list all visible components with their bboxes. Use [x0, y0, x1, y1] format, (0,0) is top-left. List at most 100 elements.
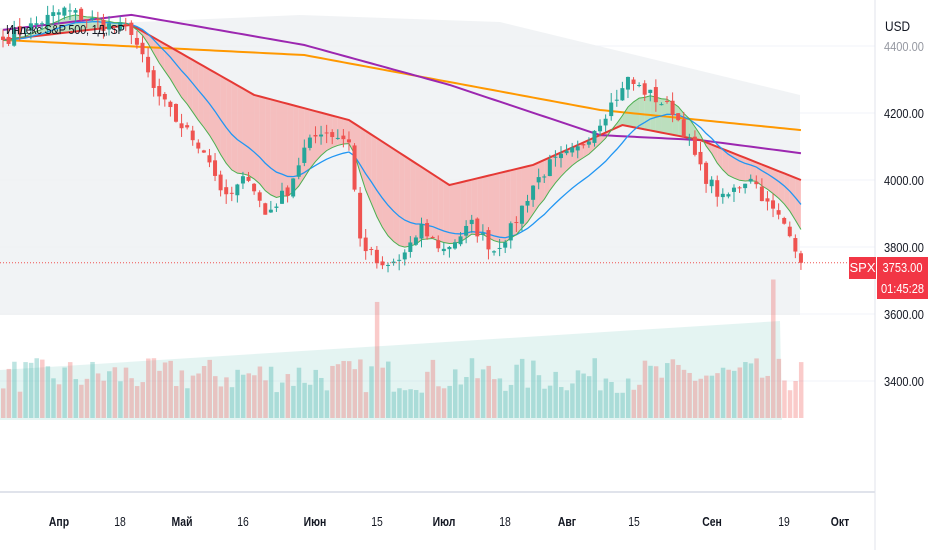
volume-bar: [307, 384, 313, 418]
candle-body: [743, 183, 748, 189]
candle-body: [23, 33, 28, 35]
candle-body: [358, 192, 363, 239]
volume-bar: [380, 367, 385, 418]
candle-body: [553, 156, 558, 158]
volume-bar: [28, 362, 34, 418]
candle-body: [84, 19, 89, 21]
volume-bar: [369, 366, 374, 418]
volume-bar: [704, 375, 709, 418]
ribbon-fill: [482, 175, 489, 238]
volume-bar: [6, 368, 12, 418]
volume-bar: [363, 392, 369, 418]
volume-bar: [492, 379, 497, 418]
volume-bar: [90, 361, 95, 418]
candle-body: [28, 23, 33, 31]
volume-bar: [570, 383, 575, 418]
candle-body: [402, 252, 407, 260]
volume-bar: [330, 365, 335, 418]
volume-bar: [95, 373, 101, 418]
ema-fast-line: [2, 14, 802, 248]
candle-body: [380, 261, 385, 266]
candle-body: [268, 209, 273, 213]
volume-bar: [213, 376, 218, 418]
candle-body: [480, 233, 485, 235]
volume-bar: [447, 385, 452, 418]
x-tick-label: Авг: [557, 514, 576, 529]
volume-bar: [157, 370, 162, 418]
ribbon-fill: [706, 142, 712, 154]
candle-body: [252, 183, 257, 192]
candle-body: [603, 118, 608, 126]
candle-body: [56, 12, 61, 15]
volume-bar: [452, 369, 458, 418]
volume-bar: [118, 381, 123, 418]
x-tick-label: Июл: [432, 514, 456, 529]
candle-body: [625, 76, 630, 90]
candle-body: [709, 179, 714, 187]
candle-body: [307, 137, 312, 148]
volume-bar: [787, 390, 793, 418]
ribbon-fill: [784, 173, 790, 212]
candle-body: [436, 240, 441, 249]
volume-bar: [698, 378, 703, 418]
candle-body: [715, 180, 720, 197]
candle-body: [419, 224, 424, 239]
ribbon-fill: [778, 171, 785, 204]
ribbon-fill: [58, 17, 65, 34]
candle-body: [190, 130, 195, 141]
volume-bar: [67, 362, 73, 418]
volume-bar: [1, 388, 6, 418]
ribbon-fill: [371, 134, 377, 217]
candle-body: [235, 184, 240, 196]
candle-body: [1, 36, 5, 40]
volume-bar: [346, 361, 352, 418]
currency-label[interactable]: USD: [885, 18, 911, 34]
ribbon-fill: [516, 167, 522, 235]
volume-bar: [581, 373, 586, 418]
volume-bar: [413, 390, 419, 418]
candle-body: [319, 134, 324, 137]
volume-bar: [692, 380, 698, 418]
ribbon-fill: [728, 151, 734, 179]
volume-bar: [609, 381, 614, 418]
ribbon-fill: [231, 82, 238, 174]
volume-bar: [793, 381, 798, 418]
ribbon-fill: [510, 168, 517, 239]
candle-body: [129, 22, 134, 35]
candle-body: [503, 242, 508, 248]
ribbon-fill: [773, 168, 779, 199]
ribbon-fill: [421, 166, 428, 240]
candle-body: [793, 238, 798, 252]
ribbon-fill: [733, 153, 740, 181]
volume-bar: [107, 371, 112, 418]
candle-body: [224, 187, 229, 195]
candle-body: [62, 7, 67, 16]
volume-bar: [56, 384, 62, 418]
volume-bar: [715, 373, 720, 418]
volume-bar: [402, 390, 408, 418]
candle-body: [285, 187, 290, 197]
volume-bar: [397, 388, 402, 418]
candle-body: [12, 28, 17, 46]
volume-bar: [151, 358, 157, 418]
volume-area: [0, 321, 782, 420]
candle-body: [586, 141, 591, 145]
volume-bar: [23, 362, 28, 418]
candle-body: [687, 137, 692, 139]
ribbon-fill: [287, 103, 294, 196]
volume-bar: [748, 363, 754, 418]
y-tick-label: 3400.00: [884, 374, 924, 389]
ribbon-fill: [181, 53, 188, 105]
ribbon-fill: [711, 144, 718, 164]
volume-bar: [642, 360, 648, 418]
volume-bar: [146, 358, 151, 418]
candle-body: [681, 119, 686, 137]
ribbon-fill: [533, 162, 539, 215]
candle-body: [296, 165, 301, 177]
ribbon-fill: [627, 101, 634, 128]
x-tick-label: Сен: [701, 514, 722, 529]
candle-body: [492, 251, 497, 253]
ma200-line: [2, 38, 802, 132]
volume-bar: [598, 390, 603, 418]
